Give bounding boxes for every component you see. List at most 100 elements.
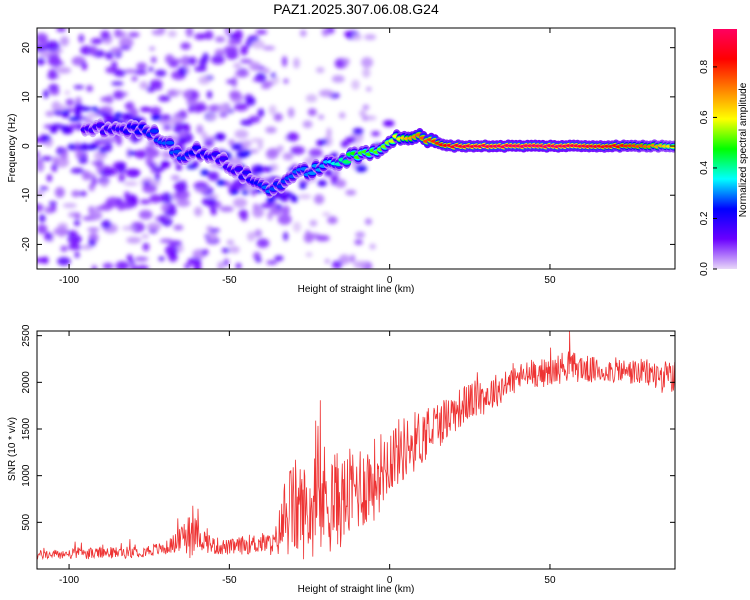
spectrogram-cell (102, 262, 114, 269)
spectrogram-cell (37, 137, 42, 143)
spectrogram-cell (129, 260, 135, 265)
spectrogram-cell (45, 110, 55, 117)
spectrogram-cell (50, 204, 57, 213)
spectrogram-cell (201, 197, 217, 207)
spectrogram-cell (343, 30, 353, 38)
spectrogram-cell (158, 95, 171, 102)
spectrogram-cell (74, 108, 82, 117)
spectrogram-cell (37, 57, 46, 66)
y-tick-label: 20 (21, 42, 32, 54)
spectrogram-cell (158, 28, 166, 34)
spectrogram-cell (57, 256, 71, 266)
spectrogram-y-label: Frequency (Hz) (7, 114, 18, 183)
spectrogram-cell (187, 257, 202, 266)
spectrogram-cell (148, 148, 160, 156)
spectrogram-cell (176, 199, 191, 207)
spectrogram-cell (188, 56, 197, 66)
spectrogram-cell (121, 225, 136, 231)
spectrogram-cell (331, 75, 345, 83)
spectrogram-cell (231, 143, 243, 151)
y-tick-label: 2500 (21, 324, 32, 347)
spectrogram-cell (142, 242, 150, 252)
spectrogram-x-label: Height of straight line (km) (298, 284, 415, 295)
spectrogram-cell (201, 131, 208, 141)
spectrogram-cell (122, 91, 129, 96)
spectrogram-cell (126, 236, 142, 244)
spectrogram-frame (36, 27, 676, 270)
spectrogram-cell (362, 67, 371, 78)
spectrogram-cell (80, 45, 93, 56)
spectrogram-cell (61, 125, 70, 133)
spectrogram-cell (152, 166, 165, 173)
spectrogram-cell (274, 255, 284, 262)
spectrogram-cell (207, 171, 220, 182)
spectrogram-cell (75, 149, 84, 160)
spectrogram-cell (256, 166, 263, 172)
spectrogram-cell (245, 96, 256, 106)
spectrogram-cell (281, 205, 290, 216)
spectrogram-cell (136, 264, 149, 269)
spectrogram-cell (78, 157, 88, 164)
spectrogram-cell (305, 252, 313, 257)
spectrogram-cell (223, 258, 229, 267)
spectrogram-cell (182, 90, 193, 99)
spectrogram-cell (194, 33, 206, 41)
spectrogram-cell (281, 56, 288, 67)
spectrogram-cell (101, 219, 112, 229)
spectrogram-cell (38, 214, 46, 223)
spectrogram-ridge-cell (192, 145, 202, 150)
spectrogram-cell (221, 247, 231, 254)
spectrogram-cell (248, 61, 261, 71)
spectrogram-cell (79, 143, 89, 151)
spectrogram-cell (334, 59, 345, 69)
spectrogram-cell (174, 89, 184, 95)
spectrogram-cell (196, 124, 204, 135)
spectrogram-ridge-cell (149, 129, 159, 133)
spectrogram-cell (37, 257, 48, 264)
spectrogram-cell (334, 178, 347, 188)
colorbar-tick-label: 0.8 (699, 60, 710, 74)
spectrogram-cell (154, 69, 167, 77)
spectrogram-cell (174, 122, 182, 128)
spectrogram-cell (87, 227, 100, 232)
spectrogram-cell (136, 62, 147, 71)
spectrogram-cell (100, 96, 111, 102)
colorbar: 0.0 0.2 0.4 0.6 0.8 Normalized spectral ampl… (699, 29, 749, 276)
spectrogram-cell (161, 150, 171, 159)
spectrogram-cell (59, 36, 70, 47)
spectrogram-cell (184, 263, 191, 269)
spectrogram-cell (210, 207, 217, 216)
spectrogram-cell (149, 194, 163, 204)
x-tick-label: -100 (59, 575, 79, 586)
spectrogram-cell (272, 76, 280, 85)
spectrogram-cell (342, 57, 350, 65)
snr-series-line (37, 331, 675, 561)
spectrogram-cell (359, 109, 367, 117)
spectrogram-cell (91, 265, 98, 269)
spectrogram-cell (170, 175, 181, 181)
spectrogram-cell (352, 33, 363, 41)
spectrogram-cell (150, 56, 157, 64)
spectrogram-cell (148, 163, 156, 168)
spectrogram-cell (256, 238, 270, 248)
spectrogram-cell (37, 203, 44, 213)
spectrogram-cell (167, 30, 177, 38)
spectrogram-cell (141, 234, 149, 239)
spectrogram-cell (241, 150, 252, 157)
spectrogram-cell (208, 231, 218, 242)
spectrogram-cell (217, 261, 225, 269)
y-tick-label: 2000 (21, 371, 32, 394)
spectrogram-cell (338, 112, 346, 119)
spectrogram-cell (351, 79, 360, 90)
spectrogram-cell (338, 254, 351, 265)
spectrogram-cell (214, 36, 226, 43)
spectrogram-cell (265, 126, 277, 134)
spectrogram-cell (364, 218, 373, 225)
spectrogram-cell (355, 231, 366, 238)
spectrogram-cell (103, 138, 118, 143)
spectrogram-cell (226, 79, 235, 84)
spectrogram-cell (282, 195, 289, 203)
spectrogram-cell (198, 76, 211, 85)
spectrogram-cell (194, 187, 209, 193)
